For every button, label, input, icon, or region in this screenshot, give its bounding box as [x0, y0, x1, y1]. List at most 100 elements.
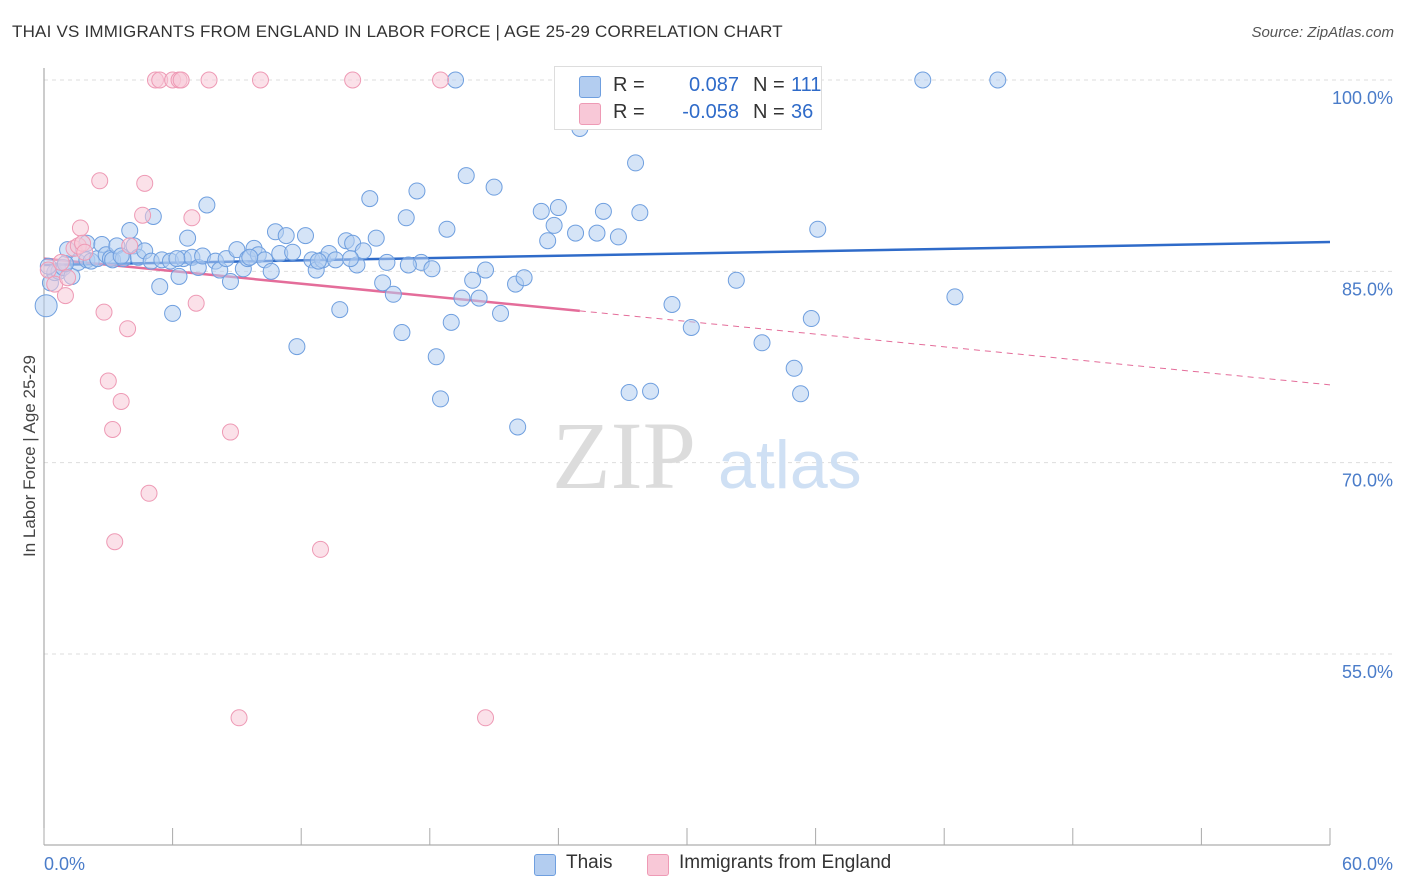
- point-thais-100[interactable]: [663, 295, 681, 313]
- point-thais-67[interactable]: [397, 209, 415, 227]
- point-england-9[interactable]: [91, 172, 109, 190]
- point-thais-68[interactable]: [408, 182, 426, 200]
- point-thais-110[interactable]: [946, 288, 964, 306]
- point-thais-101[interactable]: [682, 318, 700, 336]
- point-england-24[interactable]: [172, 71, 190, 89]
- point-england-2[interactable]: [52, 253, 70, 271]
- point-england-16[interactable]: [121, 237, 139, 255]
- point-england-28[interactable]: [221, 423, 239, 441]
- point-thais-107[interactable]: [802, 310, 820, 328]
- point-thais-0[interactable]: [34, 294, 58, 318]
- point-thais-56[interactable]: [326, 251, 344, 269]
- trend-line-england: [43, 257, 580, 313]
- point-thais-95[interactable]: [620, 384, 638, 402]
- point-england-18[interactable]: [136, 174, 154, 192]
- point-thais-49[interactable]: [284, 243, 302, 261]
- point-england-26[interactable]: [187, 294, 205, 312]
- point-thais-78[interactable]: [464, 271, 482, 289]
- point-thais-97[interactable]: [631, 204, 649, 222]
- point-england-35[interactable]: [76, 243, 94, 261]
- point-thais-30[interactable]: [179, 229, 197, 247]
- point-england-19[interactable]: [140, 484, 158, 502]
- point-england-14[interactable]: [112, 392, 130, 410]
- point-england-12[interactable]: [104, 421, 122, 439]
- point-thais-105[interactable]: [785, 359, 803, 377]
- point-thais-70[interactable]: [423, 260, 441, 278]
- point-thais-28[interactable]: [170, 267, 188, 285]
- point-thais-106[interactable]: [792, 385, 810, 403]
- x-tick-label-right: 60.0%: [1342, 854, 1393, 874]
- point-thais-76[interactable]: [453, 289, 471, 307]
- point-england-27[interactable]: [200, 71, 218, 89]
- point-thais-108[interactable]: [809, 220, 827, 238]
- point-england-10[interactable]: [95, 303, 113, 321]
- chart-title: THAI VS IMMIGRANTS FROM ENGLAND IN LABOR…: [12, 22, 783, 41]
- point-england-13[interactable]: [106, 533, 124, 551]
- point-thais-109[interactable]: [914, 71, 932, 89]
- point-thais-34[interactable]: [198, 196, 216, 214]
- point-thais-88[interactable]: [549, 199, 567, 217]
- point-england-25[interactable]: [183, 209, 201, 227]
- point-thais-77[interactable]: [457, 167, 475, 185]
- point-thais-48[interactable]: [277, 227, 295, 245]
- point-thais-84[interactable]: [509, 418, 527, 436]
- point-england-15[interactable]: [119, 320, 137, 338]
- point-thais-103[interactable]: [727, 271, 745, 289]
- point-england-33[interactable]: [432, 71, 450, 89]
- point-england-34[interactable]: [477, 709, 495, 727]
- point-thais-94[interactable]: [609, 228, 627, 246]
- point-thais-118[interactable]: [341, 250, 359, 268]
- point-england-11[interactable]: [99, 372, 117, 390]
- point-thais-116[interactable]: [241, 248, 259, 266]
- point-thais-45[interactable]: [262, 262, 280, 280]
- point-thais-98[interactable]: [642, 382, 660, 400]
- point-thais-71[interactable]: [427, 348, 445, 366]
- legend-n-label: N =: [753, 101, 785, 123]
- point-thais-120[interactable]: [399, 256, 417, 274]
- point-thais-64[interactable]: [374, 274, 392, 292]
- point-thais-66[interactable]: [393, 324, 411, 342]
- point-thais-104[interactable]: [753, 334, 771, 352]
- point-thais-50[interactable]: [288, 338, 306, 356]
- point-thais-65[interactable]: [384, 285, 402, 303]
- point-thais-61[interactable]: [354, 242, 372, 260]
- point-thais-89[interactable]: [545, 216, 563, 234]
- point-thais-86[interactable]: [532, 202, 550, 220]
- point-england-4[interactable]: [59, 269, 77, 287]
- y-tick-label-0: 100.0%: [1332, 88, 1393, 108]
- point-thais-93[interactable]: [594, 202, 612, 220]
- point-thais-117[interactable]: [309, 252, 327, 270]
- point-thais-87[interactable]: [539, 232, 557, 250]
- point-england-31[interactable]: [311, 540, 329, 558]
- point-thais-51[interactable]: [296, 227, 314, 245]
- point-thais-63[interactable]: [367, 229, 385, 247]
- point-thais-73[interactable]: [438, 220, 456, 238]
- point-thais-85[interactable]: [515, 269, 533, 287]
- point-thais-81[interactable]: [485, 178, 503, 196]
- point-thais-79[interactable]: [470, 289, 488, 307]
- point-thais-75[interactable]: [447, 71, 465, 89]
- point-thais-111[interactable]: [989, 71, 1007, 89]
- point-thais-82[interactable]: [492, 304, 510, 322]
- point-england-29[interactable]: [230, 709, 248, 727]
- point-thais-90[interactable]: [567, 224, 585, 242]
- point-thais-96[interactable]: [627, 154, 645, 172]
- point-thais-80[interactable]: [477, 261, 495, 279]
- point-england-3[interactable]: [56, 287, 74, 305]
- point-thais-92[interactable]: [588, 224, 606, 242]
- point-thais-72[interactable]: [432, 390, 450, 408]
- point-england-0[interactable]: [39, 261, 57, 279]
- point-thais-38[interactable]: [221, 273, 239, 291]
- point-thais-74[interactable]: [442, 313, 460, 331]
- point-thais-24[interactable]: [151, 278, 169, 296]
- point-england-32[interactable]: [344, 71, 362, 89]
- point-thais-27[interactable]: [164, 304, 182, 322]
- point-england-30[interactable]: [251, 71, 269, 89]
- point-thais-115[interactable]: [168, 250, 186, 268]
- point-thais-18[interactable]: [121, 222, 139, 240]
- point-thais-62[interactable]: [361, 190, 379, 208]
- point-thais-57[interactable]: [331, 301, 349, 319]
- point-thais-119[interactable]: [378, 253, 396, 271]
- point-england-17[interactable]: [134, 206, 152, 224]
- point-england-7[interactable]: [71, 219, 89, 237]
